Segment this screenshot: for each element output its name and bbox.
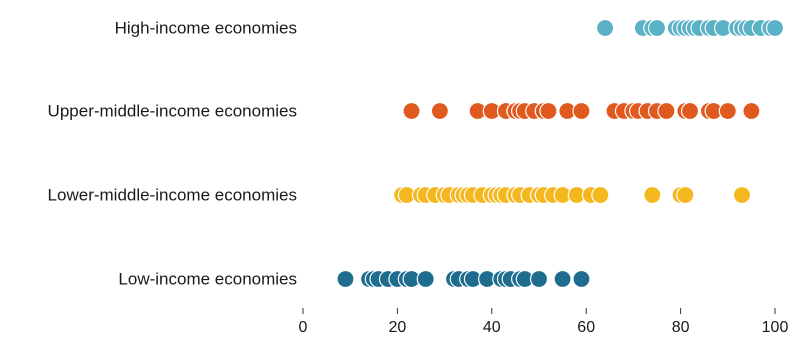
data-point (539, 101, 558, 121)
data-point (553, 269, 572, 289)
data-point (529, 269, 549, 289)
category-label: Lower-middle-income economies (48, 186, 297, 205)
data-point (572, 269, 591, 289)
data-point (430, 101, 449, 121)
data-point (572, 101, 591, 121)
data-point (416, 269, 435, 289)
data-point (647, 18, 667, 38)
category-labels: High-income economies Upper-middle-income… (48, 19, 297, 289)
x-tick-label: 100 (762, 319, 789, 336)
data-point (402, 101, 421, 121)
data-points (336, 18, 785, 289)
x-axis: 0 20 40 60 80 100 (299, 308, 789, 336)
data-point (595, 18, 615, 38)
x-tick-label: 20 (389, 319, 407, 336)
data-point (657, 101, 676, 121)
data-point (680, 101, 700, 121)
data-point (643, 185, 662, 205)
data-point (336, 269, 355, 289)
category-label: Low-income economies (118, 270, 297, 289)
data-point (742, 101, 761, 121)
x-tick-label: 80 (672, 319, 690, 336)
data-point (591, 185, 610, 205)
category-label: Upper-middle-income economies (48, 102, 297, 121)
category-label: High-income economies (115, 19, 297, 38)
data-point (676, 185, 695, 205)
x-tick-label: 60 (577, 319, 595, 336)
data-point (718, 101, 737, 121)
x-tick-label: 40 (483, 319, 501, 336)
data-point (765, 18, 785, 38)
data-point (732, 185, 752, 205)
x-tick-label: 0 (299, 319, 308, 336)
